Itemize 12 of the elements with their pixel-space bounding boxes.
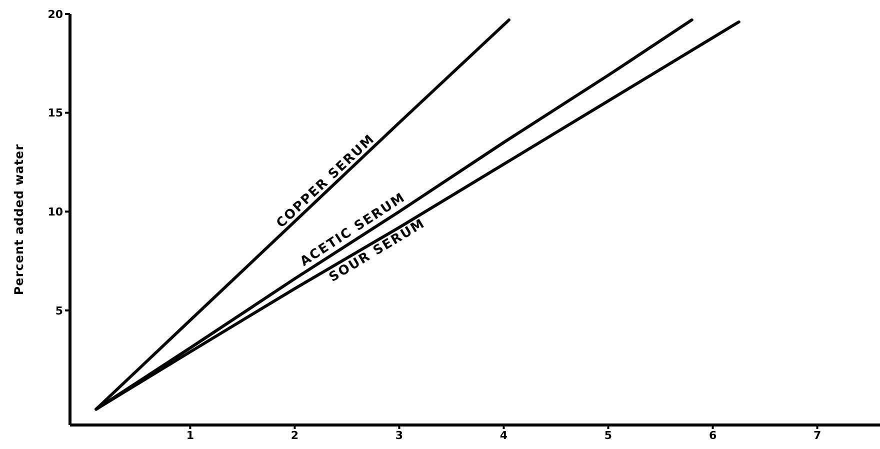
x-tick-label: 7 (813, 428, 822, 442)
x-tick-label: 4 (500, 428, 508, 442)
x-tick-label: 1 (186, 428, 194, 442)
x-tick-label: 2 (290, 428, 299, 442)
x-tick-label: 6 (708, 428, 717, 442)
y-tick-label: 10 (48, 206, 64, 218)
x-tick-label: 3 (395, 428, 404, 442)
x-tick-label: 5 (604, 428, 612, 442)
y-tick-label: 20 (48, 8, 64, 21)
y-tick-label: 5 (55, 304, 63, 318)
y-tick-label: 15 (48, 106, 63, 120)
y-axis-title: Percent added water (12, 144, 26, 296)
